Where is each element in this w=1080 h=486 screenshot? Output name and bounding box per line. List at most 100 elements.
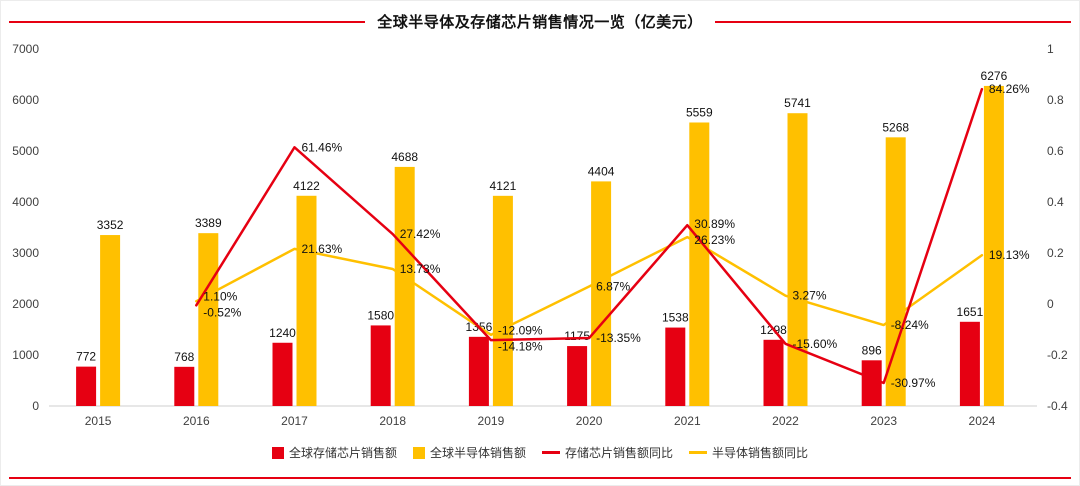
pct-label-memory-yoy-2021: 30.89% <box>694 217 735 231</box>
title-rule-right <box>714 20 1072 23</box>
bar-semiconductor-2018 <box>394 166 415 406</box>
bar-semiconductor-2019 <box>492 195 513 406</box>
bar-semiconductor-2023 <box>885 137 906 406</box>
bar-value-memory-2016: 768 <box>174 350 194 364</box>
bar-value-memory-2018: 1580 <box>367 308 394 322</box>
bar-memory-2024 <box>959 321 980 406</box>
x-axis-label-2023: 2023 <box>870 414 897 428</box>
right-axis-tick-0.8: 0.8 <box>1047 93 1064 107</box>
bar-memory-2022 <box>763 339 784 406</box>
left-axis-tick-0: 0 <box>32 399 39 413</box>
bar-value-semiconductor-2021: 5559 <box>686 105 713 119</box>
bar-memory-2018 <box>370 325 391 406</box>
bar-value-semiconductor-2015: 3352 <box>97 218 124 232</box>
bar-memory-2015 <box>76 366 97 406</box>
legend-label-memory-sales: 全球存储芯片销售额 <box>288 446 397 460</box>
right-axis-tick-1: 1 <box>1047 42 1054 56</box>
bar-semiconductor-2024 <box>983 85 1004 406</box>
right-axis-tick-0: 0 <box>1047 297 1054 311</box>
bar-memory-2023 <box>861 360 882 406</box>
left-axis-tick-2000: 2000 <box>12 297 39 311</box>
bar-semiconductor-2022 <box>787 113 808 407</box>
bar-value-semiconductor-2020: 4404 <box>588 164 615 178</box>
pct-label-memory-yoy-2016: -0.52% <box>203 305 241 319</box>
left-axis-tick-4000: 4000 <box>12 195 39 209</box>
legend-label-memory-yoy: 存储芯片销售额同比 <box>565 446 674 460</box>
bar-semiconductor-2020 <box>591 181 612 406</box>
legend-bar-swatch-yellow <box>412 446 425 459</box>
bar-value-memory-2024: 1651 <box>957 305 984 319</box>
x-axis-label-2019: 2019 <box>478 414 505 428</box>
bar-value-semiconductor-2024: 6276 <box>981 69 1008 83</box>
x-axis-label-2016: 2016 <box>183 414 210 428</box>
bar-value-semiconductor-2019: 4121 <box>490 179 517 193</box>
legend-bar-swatch-red <box>271 446 284 459</box>
bar-semiconductor-2017 <box>296 195 317 406</box>
pct-label-memory-yoy-2020: -13.35% <box>596 331 641 345</box>
pct-label-memory-yoy-2023: -30.97% <box>891 376 936 390</box>
x-axis-label-2022: 2022 <box>772 414 799 428</box>
bar-memory-2020 <box>567 346 588 406</box>
x-axis-label-2024: 2024 <box>969 414 996 428</box>
bar-memory-2016 <box>174 366 195 406</box>
legend-item-memory-sales: 全球存储芯片销售额 <box>271 444 397 461</box>
left-axis-tick-5000: 5000 <box>12 144 39 158</box>
pct-label-semiconductor-yoy-2022: 3.27% <box>793 289 827 303</box>
bar-semiconductor-2016 <box>198 233 219 406</box>
legend-item-semiconductor-yoy: 半导体销售额同比 <box>689 444 808 461</box>
x-axis-label-2021: 2021 <box>674 414 701 428</box>
right-axis-tick--0.4: -0.4 <box>1047 399 1068 413</box>
bar-value-memory-2021: 1538 <box>662 311 689 325</box>
pct-label-semiconductor-yoy-2024: 19.13% <box>989 248 1030 262</box>
bar-value-semiconductor-2016: 3389 <box>195 216 222 230</box>
right-axis-tick--0.2: -0.2 <box>1047 348 1068 362</box>
legend-item-semiconductor-sales: 全球半导体销售额 <box>412 444 526 461</box>
legend: 全球存储芯片销售额 全球半导体销售额 存储芯片销售额同比 半导体销售额同比 <box>1 444 1079 461</box>
line-semiconductor-yoy <box>195 235 984 337</box>
bar-semiconductor-2015 <box>100 235 121 406</box>
x-axis-label-2018: 2018 <box>379 414 406 428</box>
bar-value-semiconductor-2017: 4122 <box>293 179 320 193</box>
title-rule-left <box>9 20 366 23</box>
bar-value-semiconductor-2023: 5268 <box>882 120 909 134</box>
legend-line-swatch-yellow <box>689 451 708 454</box>
pct-label-memory-yoy-2017: 61.46% <box>302 140 343 154</box>
right-axis-tick-0.2: 0.2 <box>1047 246 1064 260</box>
x-axis-label-2017: 2017 <box>281 414 308 428</box>
bar-value-memory-2020: 1175 <box>564 329 590 343</box>
left-axis-tick-6000: 6000 <box>12 93 39 107</box>
legend-label-semiconductor-yoy: 半导体销售额同比 <box>712 446 809 460</box>
bar-value-memory-2015: 772 <box>76 350 96 364</box>
pct-label-semiconductor-yoy-2018: 13.73% <box>400 262 441 276</box>
pct-label-memory-yoy-2018: 27.42% <box>400 227 441 241</box>
pct-label-memory-yoy-2022: -15.60% <box>793 337 838 351</box>
bar-value-semiconductor-2022: 5741 <box>784 96 811 110</box>
bar-memory-2019 <box>468 336 489 406</box>
x-axis-label-2015: 2015 <box>85 414 112 428</box>
pct-label-semiconductor-yoy-2020: 6.87% <box>596 279 630 293</box>
pct-label-semiconductor-yoy-2017: 21.63% <box>302 242 343 256</box>
pct-label-semiconductor-yoy-2019: -12.09% <box>498 323 543 337</box>
legend-item-memory-yoy: 存储芯片销售额同比 <box>542 444 673 461</box>
legend-line-swatch-red <box>542 451 560 454</box>
legend-label-semiconductor-sales: 全球半导体销售额 <box>429 446 526 460</box>
right-axis-tick-0.4: 0.4 <box>1047 195 1064 209</box>
pct-label-memory-yoy-2019: -14.18% <box>498 339 543 353</box>
bottom-rule <box>9 477 1071 479</box>
right-axis-tick-0.6: 0.6 <box>1047 144 1064 158</box>
bar-value-memory-2023: 896 <box>862 343 882 357</box>
chart-title: 全球半导体及存储芯片销售情况一览（亿美元） <box>377 14 703 31</box>
bar-value-memory-2017: 1240 <box>269 326 296 340</box>
x-axis-label-2020: 2020 <box>576 414 603 428</box>
bar-memory-2017 <box>272 342 293 406</box>
left-axis-tick-1000: 1000 <box>12 348 39 362</box>
line-memory-yoy <box>195 87 984 385</box>
pct-label-semiconductor-yoy-2016: 1.10% <box>203 289 237 303</box>
pct-label-semiconductor-yoy-2021: 26.23% <box>694 233 735 247</box>
left-axis-tick-3000: 3000 <box>12 246 39 260</box>
title-bar: 全球半导体及存储芯片销售情况一览（亿美元） <box>9 11 1072 32</box>
left-axis-tick-7000: 7000 <box>12 42 39 56</box>
bar-value-semiconductor-2018: 4688 <box>391 150 418 164</box>
